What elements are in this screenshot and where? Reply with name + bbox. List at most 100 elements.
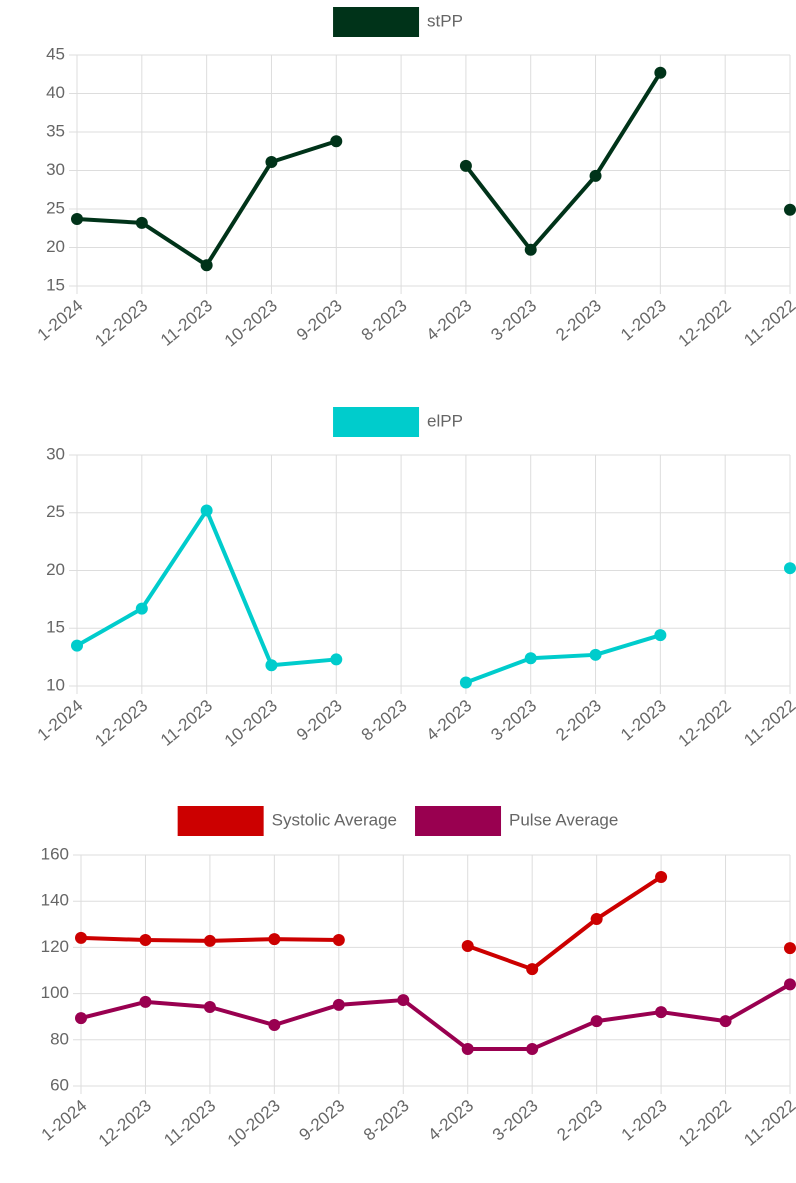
x-tick-label: 4-2023 (424, 1096, 477, 1145)
legend-item: Pulse Average (415, 806, 618, 836)
data-point (719, 1015, 732, 1028)
data-point (75, 1012, 87, 1025)
data-point (71, 213, 83, 226)
y-tick-label: 25 (46, 502, 65, 521)
x-tick-label: 11-2023 (157, 696, 216, 750)
x-tick-label: 10-2023 (224, 1096, 284, 1151)
y-tick-label: 20 (46, 237, 65, 256)
x-tick-label: 2-2023 (552, 696, 605, 745)
legend-item: elPP (333, 407, 463, 437)
x-tick-label: 3-2023 (489, 1096, 542, 1145)
data-point (265, 156, 278, 169)
series-line (77, 73, 790, 266)
legend-item: Systolic Average (177, 806, 397, 836)
data-point (526, 1043, 539, 1056)
legend-label: stPP (427, 11, 463, 30)
y-tick-label: 25 (46, 198, 65, 217)
x-tick-label: 11-2023 (157, 296, 216, 350)
x-tick-label: 12-2023 (95, 1096, 155, 1151)
data-point (268, 1019, 281, 1032)
data-point (459, 159, 472, 172)
data-point (459, 676, 472, 689)
data-point (332, 998, 345, 1011)
data-point (397, 994, 410, 1007)
y-tick-label: 20 (46, 560, 65, 579)
data-point (524, 652, 537, 665)
x-tick-label: 8-2023 (358, 696, 411, 745)
x-tick-label: 1-2023 (617, 696, 670, 745)
x-tick-label: 1-2024 (34, 696, 87, 745)
data-point (590, 1015, 603, 1028)
x-tick-label: 1-2024 (38, 1096, 91, 1145)
x-tick-label: 3-2023 (487, 696, 540, 745)
data-point (139, 934, 152, 947)
chart: 60 80 100 120 140 160 1-2024 12-2023 11-2023 10-2… (38, 806, 796, 1151)
x-tick-label: 4-2023 (423, 296, 476, 345)
x-tick-label: 1-2023 (618, 1096, 671, 1145)
data-point (203, 1000, 216, 1013)
chart: 15 20 25 30 35 40 45 1-2024 12-2023 11-2023 10-202… (34, 7, 796, 351)
y-tick-label: 30 (46, 160, 65, 179)
legend-label: Systolic Average (272, 810, 397, 829)
x-tick-label: 11-2022 (740, 696, 796, 750)
data-point (71, 639, 83, 652)
y-tick-label: 45 (46, 44, 65, 63)
data-point (655, 870, 668, 883)
x-tick-label: 11-2022 (740, 1096, 796, 1150)
legend-label: Pulse Average (509, 810, 618, 829)
series-line (81, 877, 790, 969)
data-point (589, 648, 602, 661)
data-point (461, 1043, 474, 1056)
y-tick-label: 140 (41, 891, 69, 910)
data-point (784, 942, 796, 955)
x-tick-label: 8-2023 (358, 296, 411, 345)
y-tick-label: 120 (41, 937, 69, 956)
y-tick-label: 40 (46, 83, 65, 102)
data-point (655, 1006, 668, 1019)
x-tick-label: 8-2023 (360, 1096, 413, 1145)
x-tick-label: 2-2023 (553, 1096, 606, 1145)
series-line (77, 510, 790, 682)
data-point (589, 169, 602, 182)
data-point (265, 659, 278, 672)
data-point (461, 940, 474, 953)
data-point (524, 243, 537, 256)
x-tick-label: 9-2023 (296, 1096, 349, 1145)
data-point (784, 203, 796, 216)
x-tick-label: 3-2023 (487, 296, 540, 345)
y-tick-label: 35 (46, 121, 65, 140)
x-tick-label: 12-2022 (675, 296, 735, 351)
x-tick-label: 12-2023 (91, 296, 151, 351)
data-point (526, 963, 539, 976)
legend-swatch (177, 806, 264, 836)
data-point (332, 934, 345, 947)
data-point (784, 562, 796, 575)
data-point (200, 504, 213, 517)
data-point (654, 66, 667, 79)
legend-swatch (333, 7, 420, 37)
x-tick-label: 12-2022 (675, 696, 735, 751)
y-tick-label: 100 (41, 983, 69, 1002)
y-tick-label: 80 (50, 1029, 69, 1048)
data-point (654, 629, 667, 642)
legend-swatch (415, 806, 502, 836)
x-tick-label: 12-2023 (91, 696, 151, 751)
data-point (268, 933, 281, 946)
x-tick-label: 1-2024 (34, 296, 87, 345)
legend-item: stPP (333, 7, 463, 37)
y-tick-label: 60 (50, 1075, 69, 1094)
y-tick-label: 15 (46, 275, 65, 294)
data-point (330, 653, 343, 666)
data-point (784, 978, 796, 991)
x-tick-label: 12-2022 (675, 1096, 735, 1151)
y-tick-label: 160 (41, 844, 69, 863)
series-line (80, 982, 791, 1052)
legend-swatch (333, 407, 420, 437)
data-point (203, 934, 216, 947)
data-point (139, 995, 152, 1008)
data-point (330, 135, 343, 148)
data-point (135, 216, 148, 229)
x-tick-label: 11-2022 (740, 296, 796, 350)
x-tick-label: 9-2023 (293, 696, 346, 745)
